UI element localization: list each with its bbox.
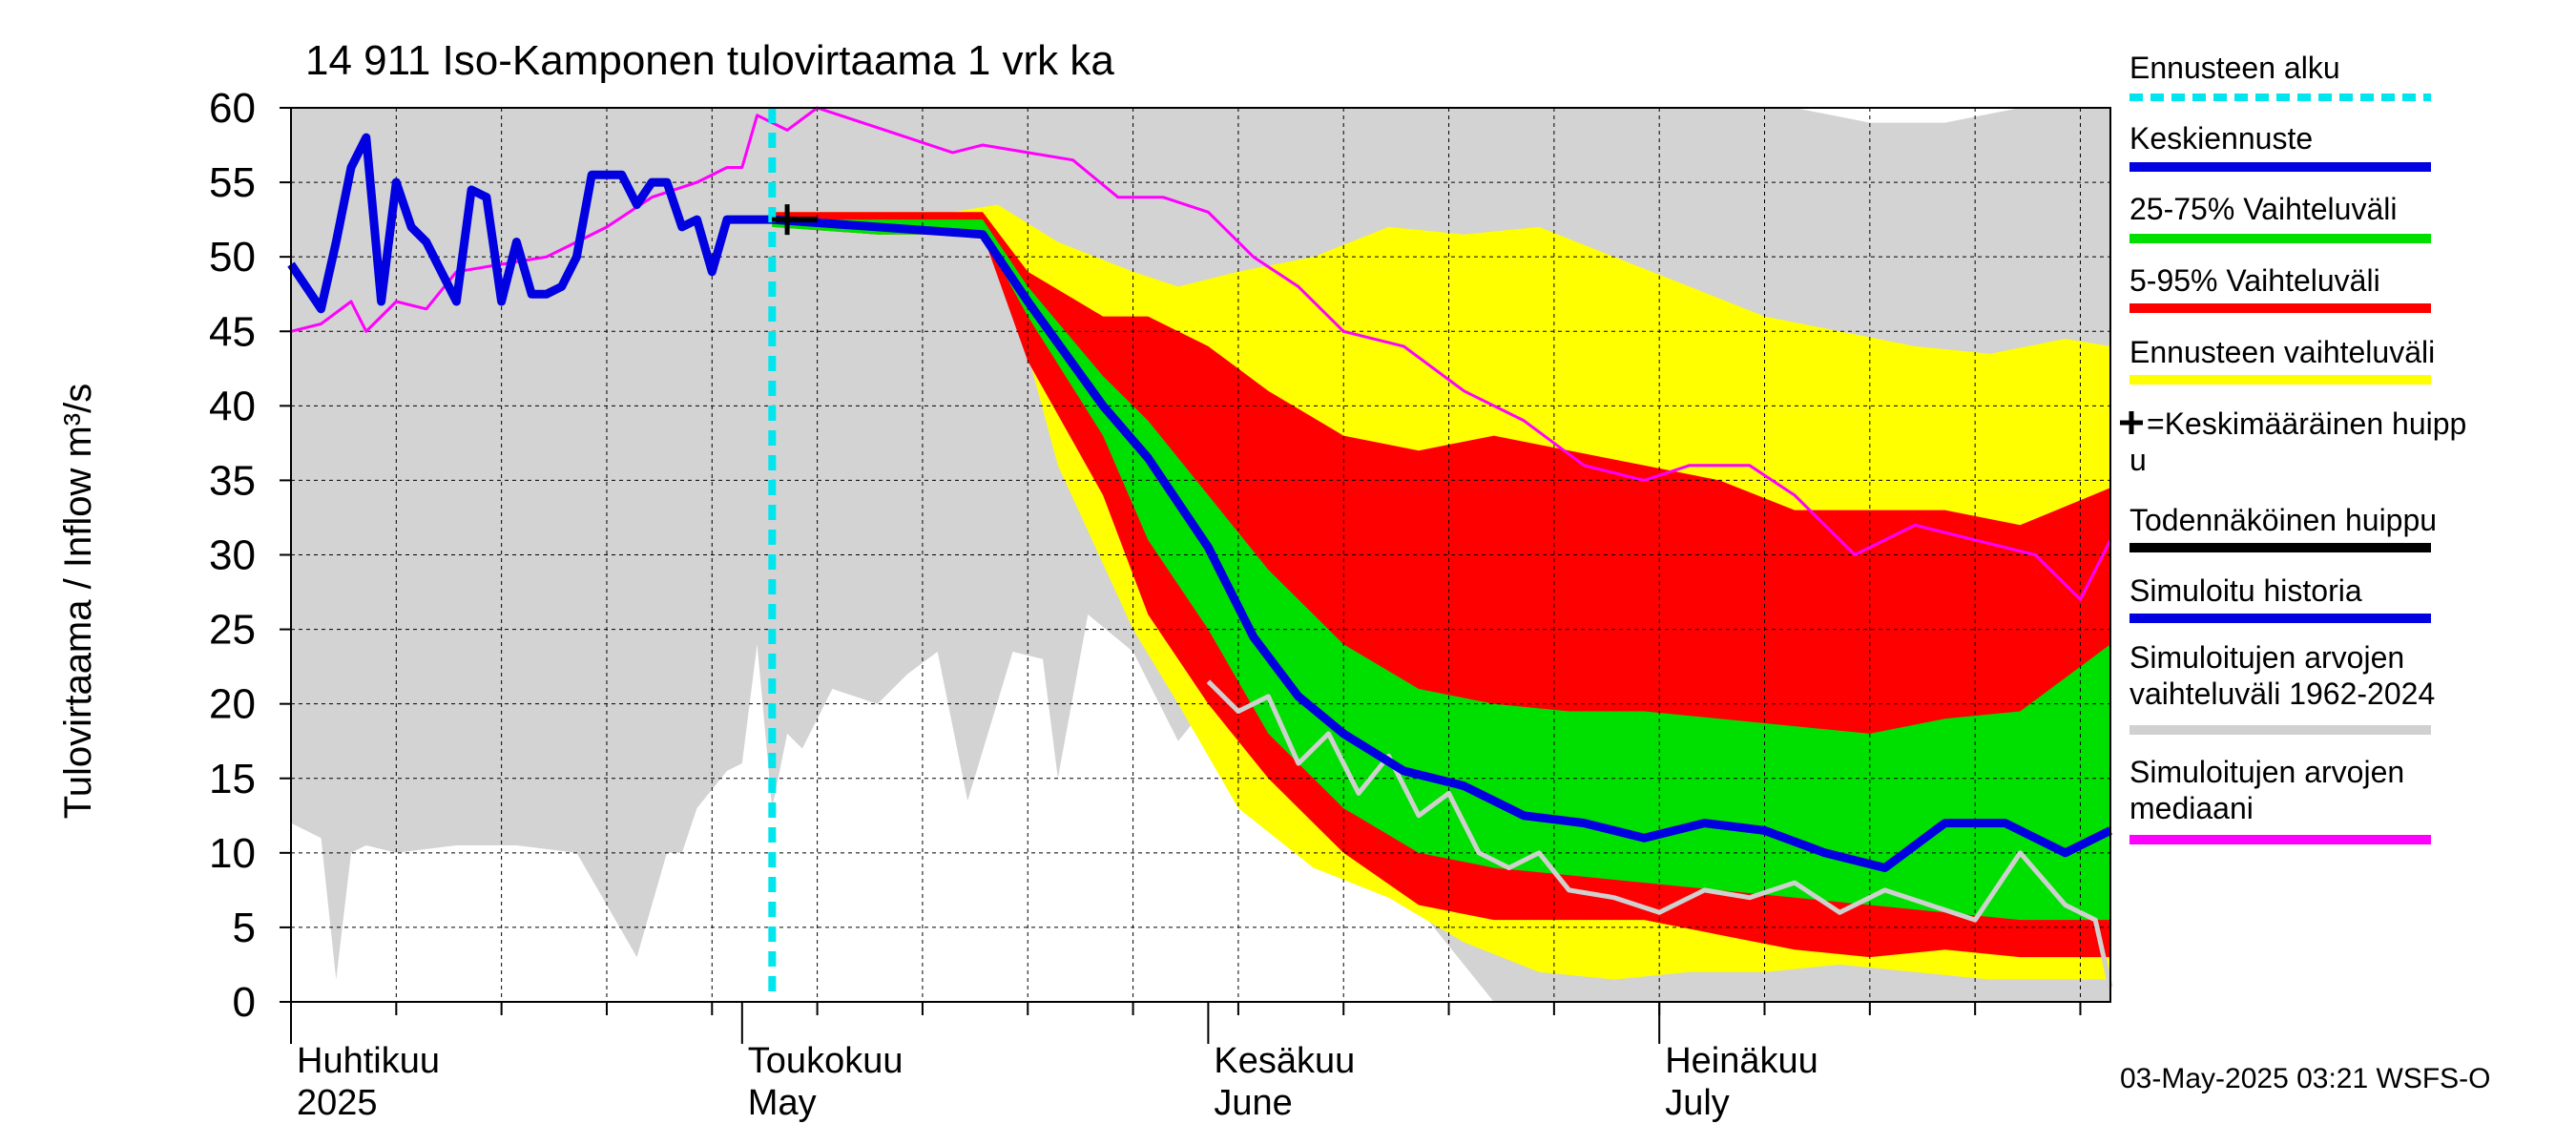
legend-label: Simuloitujen arvojen [2129, 755, 2404, 789]
y-tick-label: 10 [209, 830, 256, 877]
legend-label: mediaani [2129, 791, 2254, 825]
legend-label: 25-75% Vaihteluväli [2129, 192, 2397, 226]
chart-title: 14 911 Iso-Kamponen tulovirtaama 1 vrk k… [305, 37, 1114, 84]
legend-label: Ennusteen alku [2129, 51, 2340, 85]
y-tick-label: 30 [209, 532, 256, 579]
y-tick-label: 5 [233, 905, 256, 951]
y-tick-label: 20 [209, 681, 256, 728]
mean-forecast-line [771, 215, 2112, 872]
x-month-sublabel: 2025 [297, 1083, 378, 1123]
y-tick-label: 0 [233, 979, 256, 1026]
legend: Ennusteen alku Keskiennuste 25-75% Vaihtel… [2120, 51, 2466, 844]
legend-label: 5-95% Vaihteluväli [2129, 263, 2380, 298]
legend-label: =Keskimääräinen huipp [2147, 406, 2466, 441]
y-axis-label: Tulovirtaama / Inflow m³/s [57, 384, 99, 819]
y-tick-label: 60 [209, 85, 256, 132]
y-tick-label: 35 [209, 457, 256, 504]
footer-timestamp: 03-May-2025 03:21 WSFS-O [2120, 1063, 2491, 1094]
p25-75-band [772, 219, 2110, 921]
x-month-sublabel: July [1665, 1083, 1730, 1123]
x-month-sublabel: June [1214, 1083, 1292, 1123]
x-month-label: Toukokuu [748, 1041, 904, 1081]
x-month-label: Huhtikuu [297, 1041, 440, 1081]
y-tick-label: 25 [209, 607, 256, 654]
x-month-label: Heinäkuu [1665, 1041, 1818, 1081]
legend-label: Todennäköinen huippu [2129, 503, 2437, 537]
legend-label: Simuloitu historia [2129, 573, 2362, 608]
legend-label: u [2129, 443, 2147, 477]
y-tick-label: 45 [209, 308, 256, 355]
legend-label: Ennusteen vaihteluväli [2129, 335, 2435, 369]
legend-label: Keskiennuste [2129, 121, 2313, 156]
legend-label: vaihteluväli 1962-2024 [2129, 677, 2435, 711]
history-line [287, 133, 773, 314]
x-month-label: Kesäkuu [1214, 1041, 1355, 1081]
plot-area: 051015202530354045505560Huhtikuu2025Touk… [209, 85, 2113, 1123]
x-month-sublabel: May [748, 1083, 817, 1123]
y-tick-label: 15 [209, 756, 256, 802]
legend-label: Simuloitujen arvojen [2129, 640, 2404, 675]
y-tick-label: 50 [209, 234, 256, 281]
simulated-gray-line [1206, 679, 2113, 988]
y-tick-label: 40 [209, 383, 256, 429]
y-tick-label: 55 [209, 159, 256, 206]
